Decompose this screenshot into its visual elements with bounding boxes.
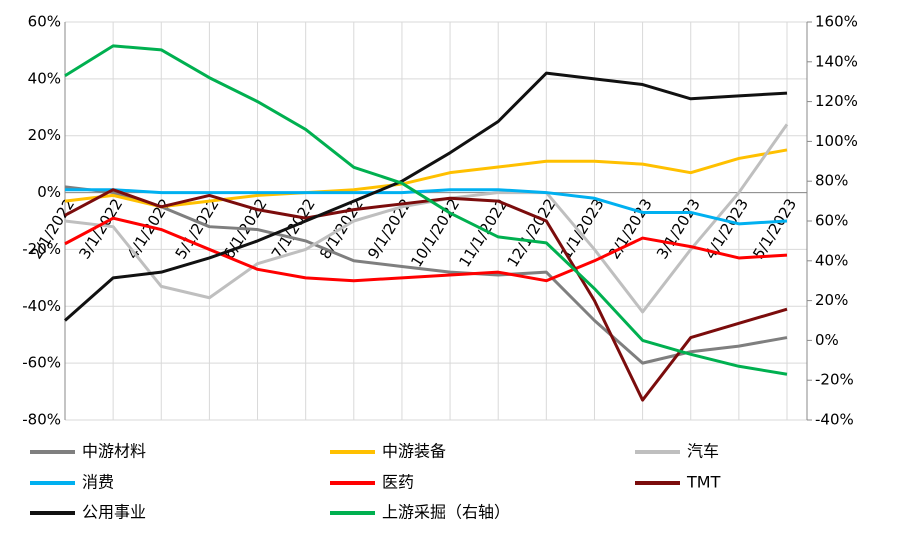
y2-tick-label: 160% <box>815 13 858 31</box>
legend-label: 中游装备 <box>382 442 446 461</box>
legend-label: 汽车 <box>687 442 719 461</box>
series-line <box>64 188 788 402</box>
series-line <box>65 188 788 226</box>
y2-tick-label: 0% <box>815 331 839 349</box>
y-tick-label: -80% <box>22 411 61 429</box>
legend-label: 公用事业 <box>82 503 146 522</box>
y2-tick-label: 120% <box>815 92 858 110</box>
y2-tick-label: 60% <box>815 212 848 230</box>
series-line <box>64 44 788 376</box>
y2-tick-label: -40% <box>815 411 854 429</box>
legend-label: 中游材料 <box>82 442 146 461</box>
y2-tick-label: 20% <box>815 291 848 309</box>
y-tick-label: 40% <box>28 69 61 87</box>
y2-tick-label: 100% <box>815 132 858 150</box>
x-tick-label: 10/1/2022 <box>407 196 463 271</box>
y2-tick-label: 40% <box>815 251 848 269</box>
x-tick-label: 3/1/2023 <box>653 196 704 263</box>
x-tick-label: 5/1/2023 <box>749 196 800 263</box>
legend-label: 上游采掘（右轴） <box>382 503 510 522</box>
legend-label: 消费 <box>82 473 114 492</box>
series-line <box>64 148 788 209</box>
x-tick-label: 11/1/2022 <box>455 196 511 271</box>
y-tick-label: -20% <box>22 240 61 258</box>
y-tick-label: 0% <box>37 183 61 201</box>
legend-label: TMT <box>686 473 721 492</box>
y-tick-label: 20% <box>28 126 61 144</box>
y-tick-label: -40% <box>22 297 61 315</box>
series-line <box>64 216 788 283</box>
series-line <box>64 71 788 322</box>
y-tick-label: 60% <box>28 13 61 31</box>
y2-tick-label: -20% <box>815 371 854 389</box>
series-line <box>64 185 788 365</box>
y-tick-label: -60% <box>22 354 61 372</box>
y2-tick-label: 140% <box>815 52 858 70</box>
y2-tick-label: 80% <box>815 172 848 190</box>
legend-label: 医药 <box>382 473 414 492</box>
